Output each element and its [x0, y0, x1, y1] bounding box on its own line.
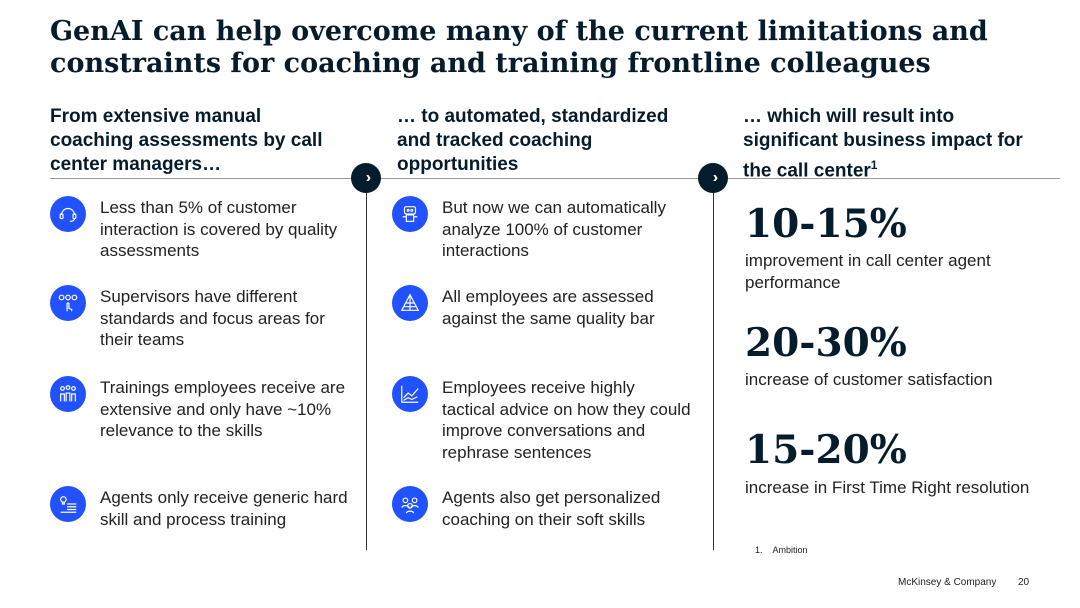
footnote-number: 1. — [755, 545, 763, 555]
list-item: Employees receive highly tactical advice… — [392, 376, 692, 463]
line-chart-icon — [392, 376, 428, 412]
footnote-text: Ambition — [772, 545, 808, 555]
list-item: But now we can automatically analyze 100… — [392, 196, 692, 262]
chevron-right-icon: ››› — [351, 163, 381, 193]
impact-label: improvement in call center agent perform… — [745, 251, 991, 292]
item-text: Employees receive highly tactical advice… — [442, 378, 691, 462]
impact-label: increase in First Time Right resolution — [745, 478, 1030, 497]
item-text: Supervisors have different standards and… — [100, 287, 325, 349]
chevron-right-icon: ››› — [698, 163, 728, 193]
column-divider-1 — [366, 178, 367, 550]
footnote: 1. Ambition — [755, 545, 808, 555]
group-people-icon — [50, 376, 86, 412]
item-text: Agents also get personalized coaching on… — [442, 488, 661, 529]
list-item: Trainings employees receive are extensiv… — [50, 376, 350, 442]
item-text: Agents only receive generic hard skill a… — [100, 488, 348, 529]
list-item: Supervisors have different standards and… — [50, 285, 350, 351]
options-hand-icon — [50, 285, 86, 321]
item-text: Less than 5% of customer interaction is … — [100, 198, 338, 260]
footnote-marker: 1 — [870, 158, 878, 172]
column-divider-2 — [713, 178, 714, 550]
impact-value: 10-15% — [745, 201, 907, 247]
column-heading-impact: … which will result into significant bus… — [743, 105, 1033, 183]
item-text: All employees are assessed against the s… — [442, 287, 655, 328]
list-item: Agents only receive generic hard skill a… — [50, 486, 350, 530]
list-item: Agents also get personalized coaching on… — [392, 486, 692, 530]
column-heading-impact-text: … which will result into significant bus… — [743, 106, 1023, 182]
impact-value: 15-20% — [745, 427, 907, 473]
pyramid-icon — [392, 285, 428, 321]
item-text: Trainings employees receive are extensiv… — [100, 378, 346, 440]
list-item: Less than 5% of customer interaction is … — [50, 196, 350, 262]
impact-label: increase of customer satisfaction — [745, 370, 993, 389]
column-heading-automated: … to automated, standardized and tracked… — [397, 106, 669, 175]
robot-icon — [392, 196, 428, 232]
page-number: 20 — [1018, 577, 1030, 588]
item-text: But now we can automatically analyze 100… — [442, 198, 666, 260]
footer-brand: McKinsey & Company — [898, 577, 997, 588]
document-idea-icon — [50, 486, 86, 522]
team-coaching-icon — [392, 486, 428, 522]
headset-icon — [50, 196, 86, 232]
page-title: GenAI can help overcome many of the curr… — [50, 16, 988, 79]
impact-value: 20-30% — [745, 320, 907, 366]
header-divider — [50, 178, 1060, 179]
list-item: All employees are assessed against the s… — [392, 285, 692, 329]
column-heading-current: From extensive manual coaching assessmen… — [50, 106, 323, 175]
